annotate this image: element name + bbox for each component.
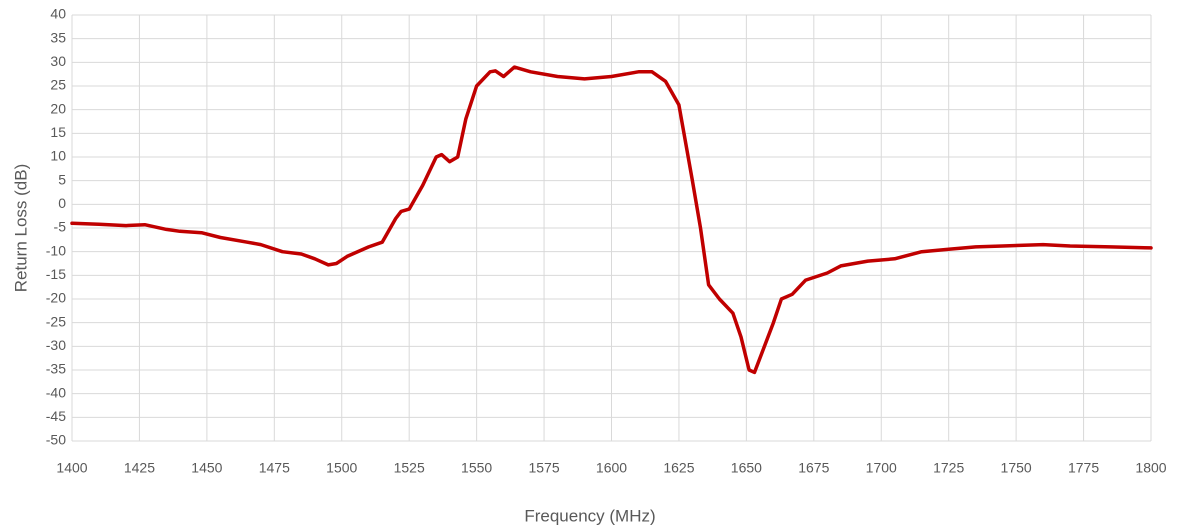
y-tick-label: -20: [46, 290, 66, 306]
x-axis-label: Frequency (MHz): [524, 506, 655, 525]
y-tick-label: 35: [50, 29, 66, 45]
x-tick-label: 1600: [596, 460, 627, 476]
x-tick-label: 1525: [394, 460, 425, 476]
y-tick-label: 40: [50, 6, 66, 22]
y-axis-label: Return Loss (dB): [11, 164, 30, 293]
y-tick-label: 10: [50, 148, 66, 164]
x-tick-label: 1775: [1068, 460, 1099, 476]
y-tick-label: -5: [54, 219, 67, 235]
y-tick-label: 5: [58, 171, 66, 187]
x-tick-label: 1550: [461, 460, 492, 476]
x-tick-label: 1800: [1135, 460, 1166, 476]
y-tick-label: -30: [46, 337, 66, 353]
x-tick-label: 1500: [326, 460, 357, 476]
y-tick-label: -50: [46, 432, 66, 448]
y-tick-label: 30: [50, 53, 66, 69]
y-tick-label: -45: [46, 408, 66, 424]
x-tick-label: 1725: [933, 460, 964, 476]
y-tick-label: -15: [46, 266, 66, 282]
y-tick-label: -35: [46, 361, 66, 377]
x-tick-label: 1425: [124, 460, 155, 476]
data-line: [70, 65, 1153, 375]
x-tick-label: 1475: [259, 460, 290, 476]
x-tick-label: 1575: [528, 460, 559, 476]
x-tick-label: 1750: [1001, 460, 1032, 476]
x-tick-label: 1450: [191, 460, 222, 476]
y-tick-label: -40: [46, 384, 66, 400]
x-tick-label: 1700: [866, 460, 897, 476]
y-tick-label: -25: [46, 313, 66, 329]
x-tick-label: 1650: [731, 460, 762, 476]
y-tick-label: 15: [50, 124, 66, 140]
x-tick-label: 1675: [798, 460, 829, 476]
x-tick-label: 1400: [56, 460, 87, 476]
y-tick-label: 20: [50, 100, 66, 116]
y-tick-label: 0: [58, 195, 66, 211]
x-tick-label: 1625: [663, 460, 694, 476]
y-tick-label: 25: [50, 77, 66, 93]
y-tick-label: -10: [46, 242, 66, 258]
